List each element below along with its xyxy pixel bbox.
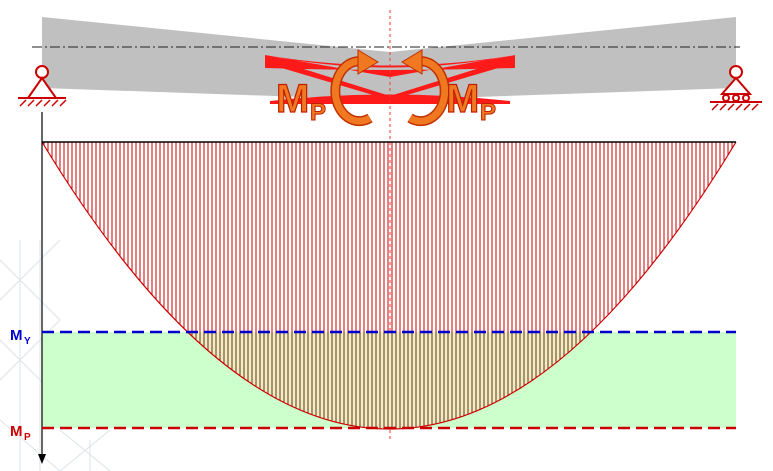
- plastic-moment-label: M: [10, 423, 23, 440]
- moment-axis-arrowhead: [38, 454, 46, 464]
- right-moment-subscript: P: [480, 99, 496, 126]
- plastic-moment-subscript: P: [24, 432, 31, 443]
- left-moment-label: M: [276, 77, 309, 121]
- left-moment-subscript: P: [310, 99, 326, 126]
- left-moment-arrow: [330, 49, 379, 127]
- beam-left-segment: [42, 17, 390, 100]
- beam-right-segment: [390, 17, 736, 100]
- right-moment-label: M: [446, 77, 479, 121]
- background-grid: [0, 239, 111, 471]
- plastic-zone-band: [42, 332, 736, 428]
- yield-moment-label: M: [10, 327, 23, 344]
- beam: [32, 10, 740, 440]
- yield-moment-subscript: Y: [24, 336, 31, 347]
- right-roller-support: [710, 65, 762, 111]
- left-pin-support: [18, 65, 67, 107]
- right-moment-arrow: [401, 49, 450, 127]
